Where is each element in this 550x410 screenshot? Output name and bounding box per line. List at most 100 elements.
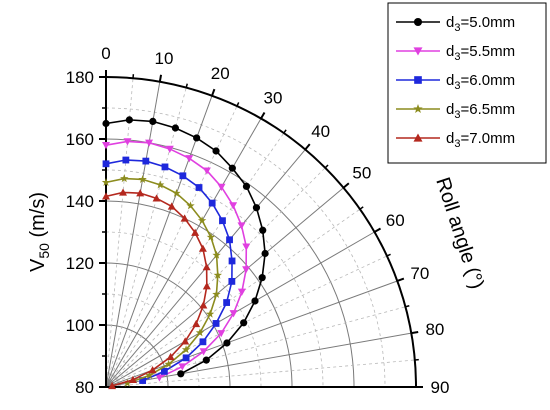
radial-tick-label: 180 [66, 68, 94, 87]
data-point [228, 257, 236, 265]
data-point [171, 124, 180, 132]
angle-tick-minor [405, 305, 410, 308]
legend-label: d3=5.0mm [446, 14, 515, 34]
data-point [223, 339, 231, 347]
data-point [138, 175, 147, 183]
angle-tick-label: 60 [386, 211, 405, 230]
angle-tick-minor [386, 253, 391, 257]
data-point [185, 155, 194, 163]
grid-ray [105, 118, 262, 388]
data-point [242, 243, 251, 251]
legend-marker [413, 133, 423, 142]
data-point [177, 370, 185, 378]
grid-arc [105, 262, 231, 388]
data-point [119, 188, 128, 196]
data-point [242, 182, 251, 190]
grid-ray-minor [105, 87, 187, 388]
data-point [164, 359, 173, 368]
angle-tick [211, 88, 216, 97]
radial-axis-title: V50 (m/s) [27, 192, 52, 272]
data-point [139, 377, 147, 384]
data-point [166, 352, 175, 361]
angle-tick-label: 30 [264, 89, 283, 108]
data-point [199, 348, 208, 356]
data-point [229, 310, 238, 318]
radial-axis-title-main: V [27, 258, 49, 272]
data-point [212, 320, 220, 327]
angle-tick-label: 40 [311, 122, 330, 141]
data-point [102, 119, 110, 128]
data-point [258, 274, 266, 282]
angle-tick [260, 111, 266, 120]
grid-arc-minor [105, 231, 262, 388]
data-point [167, 202, 176, 210]
grid-ray-minor [105, 306, 406, 388]
data-point [212, 250, 221, 259]
data-point [178, 363, 187, 371]
data-point [145, 370, 154, 379]
data-point [125, 116, 133, 124]
data-point [172, 188, 181, 197]
angle-tick-minor [359, 206, 364, 210]
legend-marker [413, 47, 423, 56]
legend: d3=5.0mm d3=5.5mm d3=6.0mm d3=6.5mm d3=7.0mm [387, 2, 547, 164]
data-point [261, 249, 269, 258]
data-point [165, 145, 174, 153]
data-point [212, 289, 221, 298]
radial-axis-title-unit: (m/s) [27, 192, 49, 243]
legend-label: d3=6.5mm [446, 101, 515, 121]
data-point [197, 216, 207, 225]
legend-label: d3=7.0mm [446, 130, 515, 150]
legend-item: d3=6.0mm [396, 72, 515, 92]
data-point [102, 192, 110, 200]
data-point [202, 356, 210, 364]
data-point [237, 288, 246, 296]
radial-tick-label: 140 [66, 192, 94, 211]
data-point [202, 282, 211, 290]
data-point [152, 194, 161, 202]
data-point [252, 204, 261, 212]
series-0 [102, 116, 269, 378]
data-point [242, 266, 251, 274]
radial-tick-label: 160 [66, 130, 94, 149]
data-point [123, 138, 132, 146]
data-point [149, 117, 157, 125]
data-point [195, 328, 205, 337]
data-point [136, 189, 145, 197]
legend-label: d3=6.0mm [446, 72, 515, 92]
legend-label: d3=5.5mm [446, 43, 515, 63]
data-point [202, 263, 211, 271]
data-point [148, 366, 157, 374]
grid-arc-minor [105, 107, 386, 388]
legend-item: d3=5.5mm [396, 43, 515, 63]
data-point [179, 172, 187, 180]
series-1 [102, 138, 251, 382]
data-point [123, 378, 132, 387]
legend-marker [413, 104, 423, 113]
grid-ray-minor [105, 78, 134, 388]
data-point [199, 338, 207, 346]
data-point [180, 214, 189, 222]
angle-tick [411, 330, 419, 335]
data-point [223, 299, 231, 306]
data-point [182, 354, 190, 362]
data-point [160, 367, 168, 375]
angle-tick-minor [324, 164, 329, 169]
radial-axis-title-sub: 50 [36, 243, 52, 259]
data-point [186, 201, 195, 210]
data-point [145, 139, 154, 147]
data-point [217, 330, 226, 338]
series [101, 116, 269, 390]
angle-tick-minor [185, 83, 188, 88]
data-point [142, 157, 150, 165]
legend-item: d3=5.0mm [396, 14, 515, 34]
data-point [198, 244, 207, 252]
data-point [181, 345, 191, 354]
data-point [128, 375, 137, 383]
data-point [108, 381, 117, 390]
angle-tick-label: 50 [352, 163, 371, 182]
grid-ray [105, 187, 344, 388]
series-2 [102, 156, 236, 384]
data-point [237, 222, 246, 230]
